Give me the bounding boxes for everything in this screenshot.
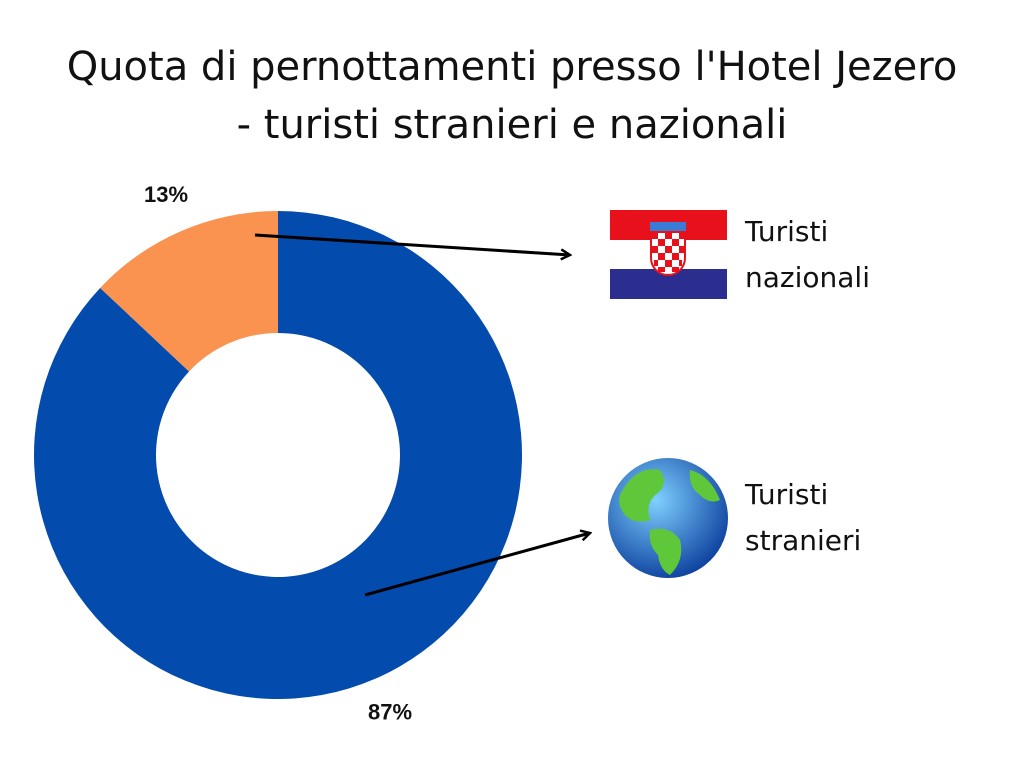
chart-title: Quota di pernottamenti presso l'Hotel Je…	[66, 44, 958, 148]
arrow	[254, 233, 570, 255]
slice	[100, 211, 278, 372]
arrow	[364, 533, 590, 597]
croatian-flag	[610, 210, 727, 299]
globe-icon	[608, 458, 728, 578]
donut	[34, 211, 523, 699]
data-label: 13%	[144, 182, 188, 207]
slice	[34, 211, 523, 699]
legend-label: Turisti nazionali	[745, 215, 870, 294]
legend-label: Turisti stranieri	[745, 478, 862, 557]
data-label: 87%	[368, 700, 412, 725]
